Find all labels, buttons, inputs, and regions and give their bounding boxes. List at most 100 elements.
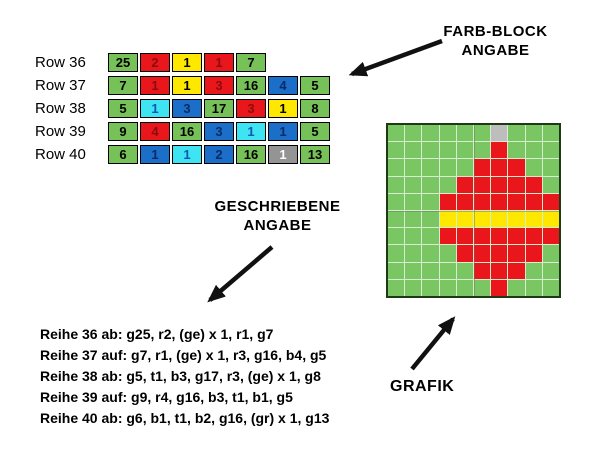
color-cell-red: 1: [140, 76, 170, 95]
color-cell-green: 16: [236, 145, 266, 164]
grid-cell-green: [405, 159, 422, 176]
row-label: Row 37: [35, 77, 86, 94]
grid-cell-red: [491, 245, 508, 262]
color-cell-blue: 2: [204, 145, 234, 164]
grid-cell-green: [388, 176, 405, 193]
color-cell-red: 3: [236, 99, 266, 118]
farb-block-label-line1: FARB-BLOCK: [443, 23, 548, 40]
color-block-table: Row 36 25 2 1 1 7 Row 37 7 1 1 3 16 4 5 Row 38 5 1 3 17 3 1 8…: [35, 53, 332, 168]
grid-cell-red: [474, 193, 491, 210]
grid-cell-green: [508, 279, 525, 296]
geschriebene-label-line2: ANGABE: [243, 217, 312, 234]
geschriebene-angabe-label: GESCHRIEBENE ANGABE: [195, 197, 360, 235]
color-cell-blue: 4: [268, 76, 298, 95]
grid-cell-red: [508, 193, 525, 210]
color-cell-red: 3: [204, 76, 234, 95]
color-cell-red: 1: [204, 53, 234, 72]
grid-cell-green: [422, 125, 439, 142]
grid-cell-yellow: [508, 211, 525, 228]
grid-cell-green: [456, 262, 473, 279]
grid-cell-green: [439, 279, 456, 296]
color-cell-blue: 1: [140, 145, 170, 164]
grid-cell-green: [439, 245, 456, 262]
grid-cell-green: [542, 125, 559, 142]
grid-cell-green: [525, 262, 542, 279]
grid-cell-green: [388, 142, 405, 159]
grid-cell-red: [508, 245, 525, 262]
written-instructions: Reihe 36 ab: g25, r2, (ge) x 1, r1, g7 Re…: [40, 324, 329, 429]
color-cell-green: 17: [204, 99, 234, 118]
grid-cell-red: [456, 193, 473, 210]
grid-cell-red: [525, 193, 542, 210]
grid-cell-yellow: [491, 211, 508, 228]
color-cell-yellow: 1: [172, 53, 202, 72]
grid-cell-red: [491, 262, 508, 279]
grid-cell-green: [474, 142, 491, 159]
grid-cell-green: [542, 176, 559, 193]
grid-cell-red: [525, 228, 542, 245]
grid-cell-green: [542, 262, 559, 279]
grid-cell-green: [388, 245, 405, 262]
color-cell-blue: 3: [172, 99, 202, 118]
grid-cell-green: [422, 176, 439, 193]
row-label: Row 40: [35, 146, 86, 163]
instruction-line: Reihe 36 ab: g25, r2, (ge) x 1, r1, g7: [40, 326, 274, 342]
grid-cell-green: [508, 142, 525, 159]
grid-cell-green: [474, 279, 491, 296]
row-label: Row 38: [35, 100, 86, 117]
grid-cell-green: [388, 279, 405, 296]
grid-cell-green: [405, 262, 422, 279]
grid-cell-green: [388, 211, 405, 228]
grid-cell-green: [422, 142, 439, 159]
grid-cell-red: [491, 142, 508, 159]
color-cell-green: 13: [300, 145, 330, 164]
grid-cell-red: [508, 176, 525, 193]
grid-cell-red: [456, 176, 473, 193]
grid-cell-green: [405, 245, 422, 262]
pattern-grid: [386, 123, 561, 298]
grid-cell-red: [491, 279, 508, 296]
instruction-line: Reihe 38 ab: g5, t1, b3, g17, r3, (ge) x…: [40, 368, 321, 384]
grid-cell-green: [388, 228, 405, 245]
color-cell-yellow: 1: [268, 99, 298, 118]
grid-cell-red: [439, 228, 456, 245]
grid-cell-green: [405, 176, 422, 193]
geschriebene-label-line1: GESCHRIEBENE: [214, 198, 341, 215]
color-cell-gray: 1: [268, 145, 298, 164]
geschriebene-arrow: [207, 245, 274, 303]
color-cell-green: 7: [236, 53, 266, 72]
grid-cell-red: [491, 193, 508, 210]
grafik-label: GRAFIK: [390, 378, 455, 395]
pattern-grid-cells: [388, 125, 559, 296]
table-row: Row 38 5 1 3 17 3 1 8: [35, 99, 332, 118]
grid-cell-yellow: [439, 211, 456, 228]
color-cell-green: 25: [108, 53, 138, 72]
grid-cell-green: [542, 142, 559, 159]
color-cell-blue: 3: [204, 122, 234, 141]
grid-cell-green: [388, 262, 405, 279]
color-cell-yellow: 1: [172, 76, 202, 95]
grid-cell-red: [508, 159, 525, 176]
grid-cell-green: [405, 193, 422, 210]
grid-cell-green: [405, 125, 422, 142]
grid-cell-red: [508, 228, 525, 245]
grid-cell-green: [439, 125, 456, 142]
grid-cell-yellow: [456, 211, 473, 228]
grid-cell-red: [491, 176, 508, 193]
grid-cell-green: [422, 245, 439, 262]
grid-cell-red: [456, 228, 473, 245]
grid-cell-red: [474, 228, 491, 245]
grid-center-line-horizontal: [388, 210, 559, 212]
grafik-arrow: [410, 316, 456, 371]
grid-cell-red: [474, 245, 491, 262]
table-row: Row 36 25 2 1 1 7: [35, 53, 332, 72]
grid-cell-red: [474, 159, 491, 176]
color-cell-green: 8: [300, 99, 330, 118]
grid-cell-red: [542, 193, 559, 210]
row-label: Row 36: [35, 54, 86, 71]
grid-cell-green: [405, 211, 422, 228]
table-row: Row 40 6 1 1 2 16 1 13: [35, 145, 332, 164]
grid-cell-green: [456, 279, 473, 296]
grid-cell-green: [542, 159, 559, 176]
color-cell-green: 16: [236, 76, 266, 95]
